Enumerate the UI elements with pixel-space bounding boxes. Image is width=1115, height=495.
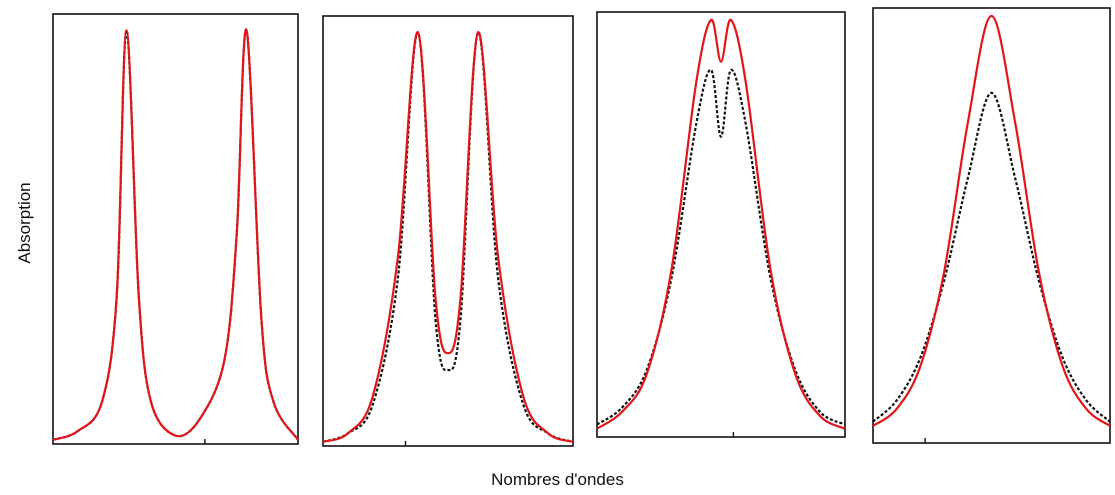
dashed-series-line: [53, 30, 298, 440]
spectrum-panel-3: [597, 12, 845, 437]
x-axis-label: Nombres d'ondes: [0, 470, 1115, 490]
panel-frame: [597, 12, 845, 437]
spectrum-panel-4: [873, 8, 1110, 443]
dashed-series-line: [597, 70, 845, 425]
panel-frame: [53, 14, 298, 444]
panels-group: [53, 8, 1110, 446]
y-axis-label-text: Absorption: [15, 182, 35, 263]
solid-series-line: [597, 20, 845, 429]
solid-series-line: [323, 32, 573, 442]
solid-series-line: [873, 16, 1110, 426]
panel-frame: [873, 8, 1110, 443]
solid-series-line: [53, 30, 298, 440]
dashed-series-line: [323, 32, 573, 442]
panel-frame: [323, 16, 573, 446]
spectrum-panel-2: [323, 16, 573, 446]
y-axis-label: Absorption: [10, 128, 40, 318]
dashed-series-line: [873, 93, 1110, 422]
spectrum-panel-1: [53, 14, 298, 444]
